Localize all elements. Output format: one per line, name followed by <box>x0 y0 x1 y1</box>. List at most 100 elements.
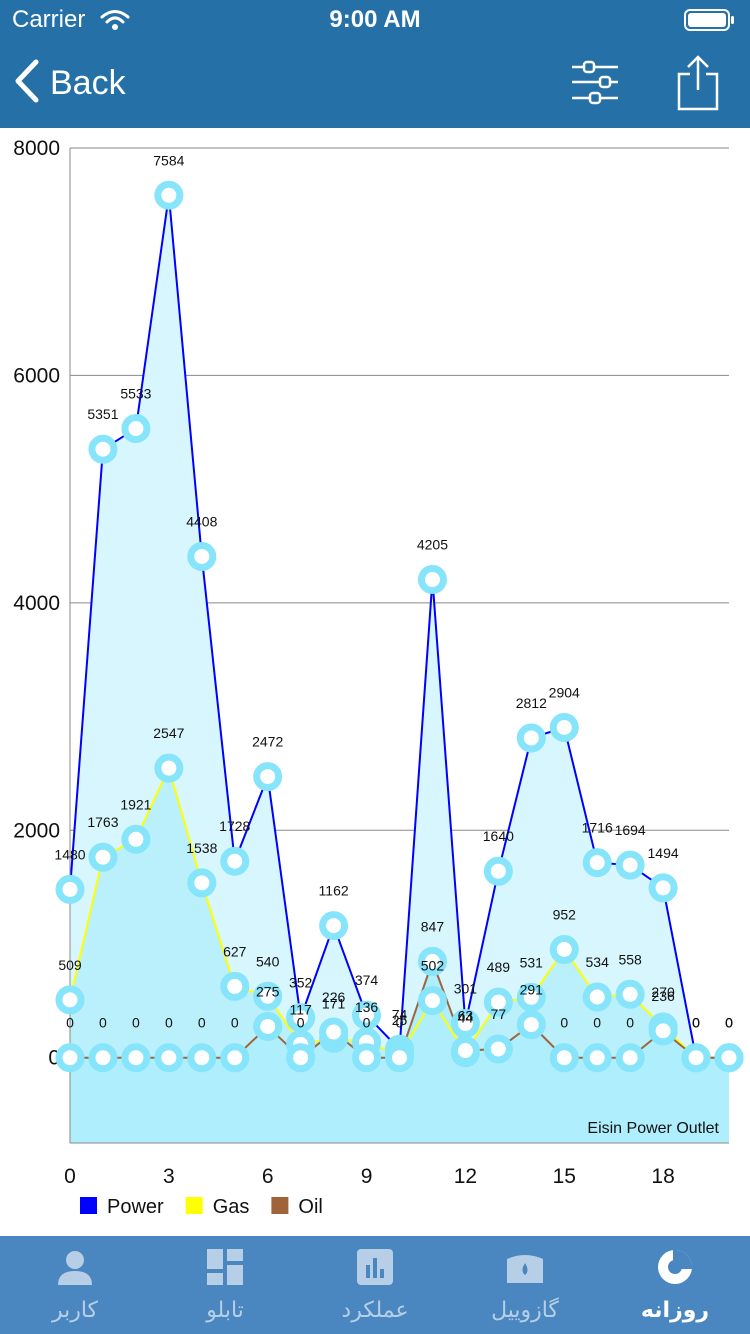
data-point-gas[interactable] <box>55 985 85 1015</box>
data-point-power[interactable] <box>220 846 250 876</box>
data-point-power[interactable] <box>88 434 118 464</box>
data-point-oil[interactable] <box>286 1043 316 1073</box>
sliders-icon <box>570 60 620 112</box>
data-label-gas: 489 <box>487 959 511 975</box>
data-point-power[interactable] <box>582 848 612 878</box>
data-label-oil: 0 <box>66 1015 74 1031</box>
data-point-oil[interactable] <box>385 1043 414 1073</box>
data-point-power[interactable] <box>648 873 678 903</box>
share-icon <box>676 55 720 116</box>
x-tick-label: 12 <box>454 1165 477 1188</box>
data-point-gas[interactable] <box>516 982 546 1012</box>
chart-annotation: Eisin Power Outlet <box>587 1120 719 1137</box>
data-label-oil: 0 <box>363 1015 371 1031</box>
tab-performance-chart[interactable]: عملکرد <box>300 1236 450 1334</box>
data-point-power[interactable] <box>55 874 85 904</box>
data-label-oil: 77 <box>491 1006 507 1022</box>
data-point-oil[interactable] <box>582 1043 612 1073</box>
tab-daily-pie[interactable]: روزانه <box>600 1236 750 1334</box>
data-point-gas[interactable] <box>483 987 513 1017</box>
battery-icon <box>684 8 736 37</box>
tab-fuel-tank[interactable]: گازوییل <box>450 1236 600 1334</box>
data-point-oil[interactable] <box>319 1017 349 1047</box>
data-point-gas[interactable] <box>417 986 447 1016</box>
legend-swatch-power <box>80 1197 97 1214</box>
data-label-gas: 0 <box>725 1015 733 1031</box>
tab-dashboard[interactable]: تابلو <box>150 1236 300 1334</box>
data-label-gas: 1921 <box>120 796 151 812</box>
data-label-power: 5533 <box>120 386 151 402</box>
data-point-gas[interactable] <box>549 934 579 964</box>
legend-swatch-gas <box>185 1197 203 1214</box>
data-point-oil[interactable] <box>55 1043 85 1073</box>
data-point-power[interactable] <box>154 180 184 210</box>
data-label-power: 1694 <box>615 822 646 838</box>
data-point-oil[interactable] <box>714 1043 744 1073</box>
data-point-gas[interactable] <box>154 753 184 783</box>
data-point-power[interactable] <box>286 1003 316 1033</box>
data-point-gas[interactable] <box>88 842 118 872</box>
back-button[interactable]: Back <box>14 58 126 108</box>
data-point-power[interactable] <box>549 712 579 742</box>
series-area-oil <box>70 961 729 1143</box>
data-point-gas[interactable] <box>615 979 645 1009</box>
data-label-gas: 136 <box>355 999 379 1015</box>
navigation-bar: Carrier 9:00 AM Back <box>0 0 750 128</box>
x-tick-label: 15 <box>553 1165 576 1188</box>
data-point-oil[interactable] <box>615 1043 645 1073</box>
data-point-power[interactable] <box>483 856 513 886</box>
data-label-oil: 236 <box>651 988 675 1004</box>
tab-label: کاربر <box>51 1298 99 1323</box>
tab-user[interactable]: کاربر <box>0 1236 150 1334</box>
data-point-oil[interactable] <box>681 1043 711 1073</box>
y-tick-label: 6000 <box>13 364 60 387</box>
data-point-gas[interactable] <box>187 868 217 898</box>
data-point-oil[interactable] <box>253 1011 283 1041</box>
data-point-power[interactable] <box>516 723 546 753</box>
data-label-gas: 627 <box>223 943 247 959</box>
data-label-power: 2904 <box>549 684 580 700</box>
data-label-oil: 0 <box>231 1015 239 1031</box>
data-point-power[interactable] <box>417 565 447 595</box>
data-label-oil: 0 <box>132 1015 140 1031</box>
data-point-oil[interactable] <box>352 1043 382 1073</box>
data-label-power: 301 <box>454 980 478 996</box>
data-label-power: 1640 <box>483 828 514 844</box>
dashboard-icon <box>205 1247 245 1292</box>
data-point-gas[interactable] <box>220 971 250 1001</box>
data-point-oil[interactable] <box>483 1034 513 1064</box>
data-point-oil[interactable] <box>154 1043 184 1073</box>
data-point-oil[interactable] <box>549 1043 579 1073</box>
tab-label: گازوییل <box>491 1298 559 1323</box>
data-point-gas[interactable] <box>582 982 612 1012</box>
data-label-power: 7584 <box>153 152 184 168</box>
data-point-oil[interactable] <box>648 1016 678 1046</box>
data-point-power[interactable] <box>121 414 151 444</box>
data-point-oil[interactable] <box>121 1043 151 1073</box>
data-label-oil: 291 <box>520 982 544 998</box>
data-label-power: 374 <box>355 972 379 988</box>
data-label-gas: 117 <box>289 1001 312 1017</box>
data-point-power[interactable] <box>319 911 349 941</box>
data-label-gas: 540 <box>256 953 280 969</box>
data-point-power[interactable] <box>450 1008 480 1038</box>
data-point-gas[interactable] <box>253 981 283 1011</box>
tab-label: تابلو <box>206 1298 244 1323</box>
data-point-power[interactable] <box>615 850 645 880</box>
data-point-power[interactable] <box>352 1000 382 1030</box>
data-point-power[interactable] <box>187 541 217 571</box>
data-point-oil[interactable] <box>450 1036 480 1066</box>
data-point-oil[interactable] <box>417 946 447 976</box>
data-point-gas[interactable] <box>121 824 151 854</box>
data-label-gas: 1763 <box>87 814 118 830</box>
data-point-oil[interactable] <box>220 1043 250 1073</box>
data-point-power[interactable] <box>253 762 283 792</box>
data-label-gas: 2547 <box>153 725 184 741</box>
data-label-oil: 226 <box>322 989 346 1005</box>
filter-sliders-button[interactable] <box>570 58 620 113</box>
data-point-oil[interactable] <box>88 1043 118 1073</box>
data-label-gas: 509 <box>58 957 82 973</box>
data-point-oil[interactable] <box>187 1043 217 1073</box>
share-button[interactable] <box>676 54 720 117</box>
data-point-oil[interactable] <box>516 1010 546 1040</box>
